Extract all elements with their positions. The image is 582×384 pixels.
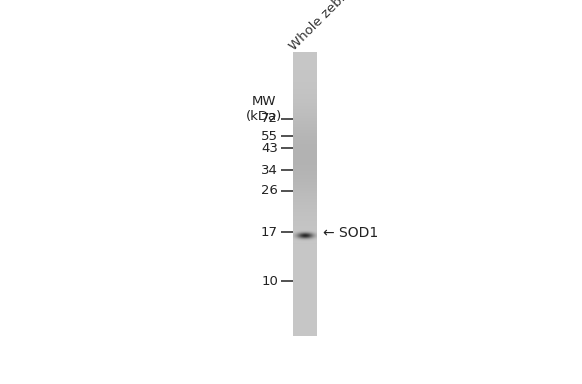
Text: 34: 34 (261, 164, 278, 177)
Text: 72: 72 (261, 112, 278, 125)
Text: 55: 55 (261, 130, 278, 143)
Text: 10: 10 (261, 275, 278, 288)
Text: 26: 26 (261, 184, 278, 197)
Text: Whole zebrafish: Whole zebrafish (287, 0, 372, 53)
Text: 43: 43 (261, 142, 278, 155)
Text: ← SOD1: ← SOD1 (323, 226, 378, 240)
Text: 17: 17 (261, 226, 278, 239)
Text: MW
(kDa): MW (kDa) (246, 95, 283, 123)
